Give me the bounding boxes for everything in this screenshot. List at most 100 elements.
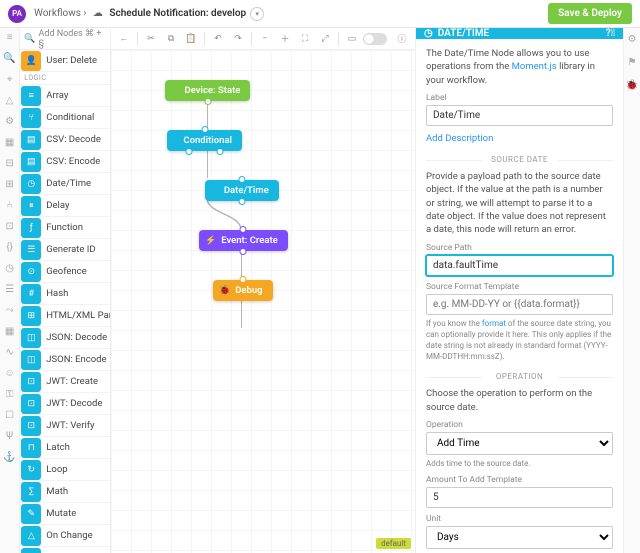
rail-map-icon[interactable]: ⊡ <box>5 221 13 232</box>
node-label: JWT: Verify <box>42 420 94 431</box>
rail-search-icon[interactable]: 🔍 <box>3 53 15 64</box>
node-delay[interactable]: ⏸Delay <box>20 195 110 217</box>
node-geofence[interactable]: ⊙Geofence <box>20 261 110 283</box>
rail-fork-icon[interactable]: Ψ <box>6 431 13 442</box>
rail-bug-icon[interactable]: 🐞 <box>626 80 638 91</box>
version-dropdown[interactable]: ▾ <box>250 7 264 21</box>
toggle-switch[interactable] <box>363 33 387 45</box>
node-label: JSON: Encode <box>42 354 106 365</box>
add-nodes-search[interactable]: 🔍 Add Nodes ⌘ + § <box>20 28 110 50</box>
node-latch[interactable]: ⊓Latch <box>20 437 110 459</box>
rail-gear-icon[interactable]: ⚙ <box>5 116 14 127</box>
rail-anchor-icon[interactable]: ⚓ <box>3 452 15 463</box>
node-user-delete[interactable]: 👤 User: Delete <box>20 50 110 72</box>
node-math[interactable]: ∑Math <box>20 481 110 503</box>
node-html-xml-parser[interactable]: ⊞HTML/XML Parser <box>20 305 110 327</box>
node-json-encode[interactable]: ◫JSON: Encode <box>20 349 110 371</box>
unit-select[interactable]: Days <box>426 526 613 549</box>
rail-user-icon[interactable]: ☺ <box>5 368 15 379</box>
rail-wifi-icon[interactable]: ∿ <box>5 347 13 358</box>
source-format-label: Source Format Template <box>426 282 613 292</box>
add-description-link[interactable]: Add Description <box>426 133 493 144</box>
node-label: JSON: Decode <box>42 332 107 343</box>
momentjs-link[interactable]: Moment.js <box>512 61 557 72</box>
node-mutate[interactable]: ✎Mutate <box>20 503 110 525</box>
rail-box-icon[interactable]: ☐ <box>5 410 14 421</box>
node-array[interactable]: ≡Array <box>20 85 110 107</box>
zoom-in-button[interactable]: ＋ <box>276 30 294 48</box>
node-date-time[interactable]: ◷Date/Time <box>20 173 110 195</box>
node-datetime[interactable]: ◷ Date/Time <box>205 180 279 201</box>
rail-table-icon[interactable]: ⊞ <box>5 179 13 190</box>
fit-button[interactable]: ⛶ <box>296 30 314 48</box>
rail-key-icon[interactable]: ⚿ <box>6 389 14 400</box>
panel-header: ◷ DATE/TIME ?⃝ <box>416 28 623 39</box>
copy-button[interactable]: ⧉ <box>162 30 180 48</box>
undo-button[interactable]: ↶ <box>209 30 227 48</box>
right-rail: ⚙ ⚑ 🐞 <box>623 28 640 553</box>
node-conditional[interactable]: ⑂Conditional <box>20 107 110 129</box>
search-icon: 🔍 <box>24 34 35 44</box>
node-label: User: Delete <box>42 55 97 66</box>
rail-list-icon[interactable]: ☰ <box>5 284 14 295</box>
node-hash[interactable]: #Hash <box>20 283 110 305</box>
rail-menu-icon[interactable]: ≡ <box>7 32 13 43</box>
expand-button[interactable]: ⤢ <box>316 30 334 48</box>
node-loop[interactable]: ↻Loop <box>20 459 110 481</box>
operation-select[interactable]: Add Time <box>426 432 613 455</box>
format-link[interactable]: format <box>482 319 506 328</box>
node-random-number[interactable]: ⁂Random Number <box>20 547 110 553</box>
rail-warn-icon[interactable]: △ <box>6 95 14 106</box>
node-icon: ◫ <box>21 350 41 370</box>
node-conditional[interactable]: ⑂ Conditional <box>167 130 242 151</box>
node-label: On Change <box>42 530 92 541</box>
save-deploy-button[interactable]: Save & Deploy <box>548 3 632 24</box>
rail-cursor-icon[interactable]: ⌖ <box>7 74 13 85</box>
node-icon: ✎ <box>21 504 41 524</box>
workflow-canvas[interactable]: ▣ Device: State ⑂ Conditional ◷ Date/Tim… <box>111 50 415 553</box>
rail-gear-icon[interactable]: ⚙ <box>628 34 637 45</box>
node-function[interactable]: ƒFunction <box>20 217 110 239</box>
source-path-input[interactable] <box>426 255 613 276</box>
node-icon: ◫ <box>21 328 41 348</box>
node-label: Event: Create <box>221 235 278 246</box>
node-event-create[interactable]: ⚡ Event: Create <box>199 230 288 251</box>
node-generate-id[interactable]: ☰Generate ID <box>20 239 110 261</box>
node-icon: ▤ <box>21 152 41 172</box>
rail-cal-icon[interactable]: ▦ <box>5 326 14 337</box>
node-jwt-decode[interactable]: ⊡JWT: Decode <box>20 393 110 415</box>
node-device-state[interactable]: ▣ Device: State <box>165 80 250 101</box>
canvas-toolbar: ← ✂ ⧉ 📋 ↶ ↷ − ＋ ⛶ ⤢ ▭ ⓘ <box>111 28 415 50</box>
node-jwt-create[interactable]: ⊡JWT: Create <box>20 371 110 393</box>
paste-button[interactable]: 📋 <box>182 30 200 48</box>
rail-flow-icon[interactable]: ⤳ <box>6 305 14 316</box>
node-json-decode[interactable]: ◫JSON: Decode <box>20 327 110 349</box>
node-icon: ↻ <box>21 460 41 480</box>
info-button[interactable]: ⓘ <box>393 30 411 48</box>
redo-button[interactable]: ↷ <box>229 30 247 48</box>
help-icon[interactable]: ?⃝ <box>606 28 615 39</box>
zoom-out-button[interactable]: − <box>256 30 274 48</box>
rail-clock-icon[interactable]: ◷ <box>5 263 14 274</box>
rail-branch-icon[interactable]: ⑃ <box>7 200 13 211</box>
node-icon: ⑂ <box>21 108 41 128</box>
back-button[interactable]: ← <box>115 30 133 48</box>
rail-grid-icon[interactable]: ▦ <box>5 137 14 148</box>
source-format-input[interactable] <box>426 294 613 315</box>
rail-db-icon[interactable]: ⊟ <box>5 158 13 169</box>
operation-header: OPERATION <box>426 372 613 381</box>
cut-button[interactable]: ✂ <box>142 30 160 48</box>
rail-flag-icon[interactable]: ⚑ <box>628 57 637 68</box>
label-input[interactable] <box>426 105 613 126</box>
avatar[interactable]: PA <box>8 5 26 23</box>
node-jwt-verify[interactable]: ⊡JWT: Verify <box>20 415 110 437</box>
node-icon: ⊓ <box>21 438 41 458</box>
node-csv-encode[interactable]: ▤CSV: Encode <box>20 151 110 173</box>
amount-input[interactable] <box>426 487 613 508</box>
rail-code-icon[interactable]: {} <box>6 242 13 253</box>
node-csv-decode[interactable]: ▤CSV: Decode <box>20 129 110 151</box>
comment-button[interactable]: ▭ <box>343 30 361 48</box>
crumb-workflows[interactable]: Workflows <box>34 8 81 19</box>
node-debug[interactable]: 🐞 Debug <box>213 280 273 301</box>
node-on-change[interactable]: △On Change <box>20 525 110 547</box>
